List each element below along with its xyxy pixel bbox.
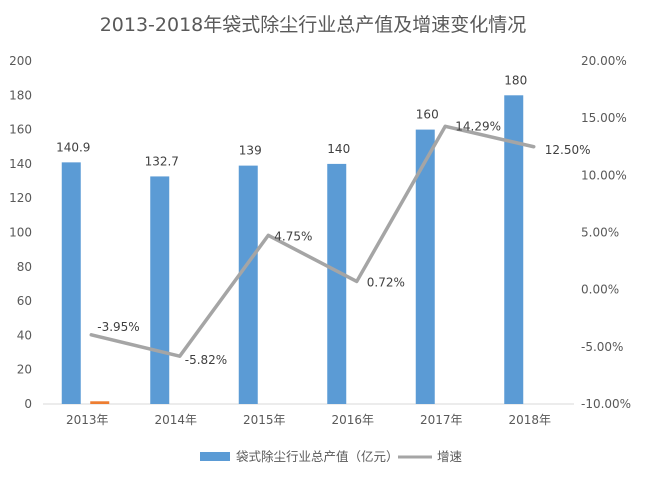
line-value-label: -3.95% bbox=[97, 320, 139, 334]
y-left-tick-label: 160 bbox=[9, 123, 32, 137]
data-labels: 140.9 132.7 139 140 160 180 -3.95% -5.82% 4.75% 0… bbox=[56, 73, 590, 367]
y-left-tick-label: 200 bbox=[9, 54, 32, 68]
line-series bbox=[89, 124, 536, 358]
bar bbox=[150, 176, 170, 404]
legend-label-bar: 袋式除尘行业总产值（亿元） bbox=[236, 449, 399, 464]
bar bbox=[61, 162, 81, 404]
x-tick-label: 2013年 bbox=[66, 413, 109, 427]
y-right-tick-label: 5.00% bbox=[581, 226, 619, 240]
bar-value-label: 180 bbox=[504, 73, 527, 87]
y-left-tick-label: 80 bbox=[17, 260, 32, 274]
y-right-tick-label: 20.00% bbox=[581, 54, 627, 68]
y-left-tick-label: 140 bbox=[9, 157, 32, 171]
growth-line bbox=[89, 124, 536, 358]
bar bbox=[504, 95, 524, 405]
line-value-label: 14.29% bbox=[455, 119, 501, 133]
x-tick-label: 2018年 bbox=[508, 413, 551, 427]
y-right-tick-label: -5.00% bbox=[581, 340, 623, 354]
bar-value-label: 132.7 bbox=[145, 154, 179, 168]
bar-value-label: 139 bbox=[239, 144, 262, 158]
y-right-tick-label: 10.00% bbox=[581, 168, 627, 182]
bar-value-label: 140 bbox=[327, 142, 350, 156]
bar-series bbox=[61, 95, 524, 405]
bar bbox=[327, 163, 347, 404]
y-left-tick-label: 180 bbox=[9, 88, 32, 102]
x-tick-label: 2015年 bbox=[243, 413, 286, 427]
line-value-label: -5.82% bbox=[185, 353, 227, 367]
bar bbox=[415, 129, 435, 404]
y-left-tick-label: 40 bbox=[17, 328, 32, 342]
chart-title: 2013-2018年袋式除尘行业总产值及增速变化情况 bbox=[100, 14, 527, 36]
line-value-label: 12.50% bbox=[545, 143, 591, 157]
y-left-tick-label: 60 bbox=[17, 294, 32, 308]
legend-swatch-bar bbox=[200, 452, 230, 461]
y-left-tick-label: 100 bbox=[9, 226, 32, 240]
y-left-tick-label: 0 bbox=[24, 397, 32, 411]
y-left-tick-label: 20 bbox=[17, 363, 32, 377]
bar bbox=[238, 165, 258, 404]
line-value-label: 0.72% bbox=[367, 275, 405, 289]
x-tick-label: 2017年 bbox=[420, 413, 463, 427]
y-right-tick-label: -10.00% bbox=[581, 397, 631, 411]
legend: 袋式除尘行业总产值（亿元） 增速 bbox=[200, 449, 463, 464]
x-tick-label: 2016年 bbox=[331, 413, 374, 427]
y-left-tick-label: 120 bbox=[9, 191, 32, 205]
x-tick-label: 2014年 bbox=[154, 413, 197, 427]
y-right-tick-label: 15.00% bbox=[581, 111, 627, 125]
stray-bar-mark bbox=[90, 401, 110, 404]
bar-value-label: 140.9 bbox=[56, 140, 90, 154]
bar-value-label: 160 bbox=[416, 108, 439, 122]
legend-label-line: 增速 bbox=[437, 449, 463, 464]
line-value-label: 4.75% bbox=[274, 229, 312, 243]
y-right-tick-label: 0.00% bbox=[581, 283, 619, 297]
axes: 0 20 40 60 80 100 120 140 160 180 200 -10.00% -5.00%… bbox=[9, 54, 631, 427]
